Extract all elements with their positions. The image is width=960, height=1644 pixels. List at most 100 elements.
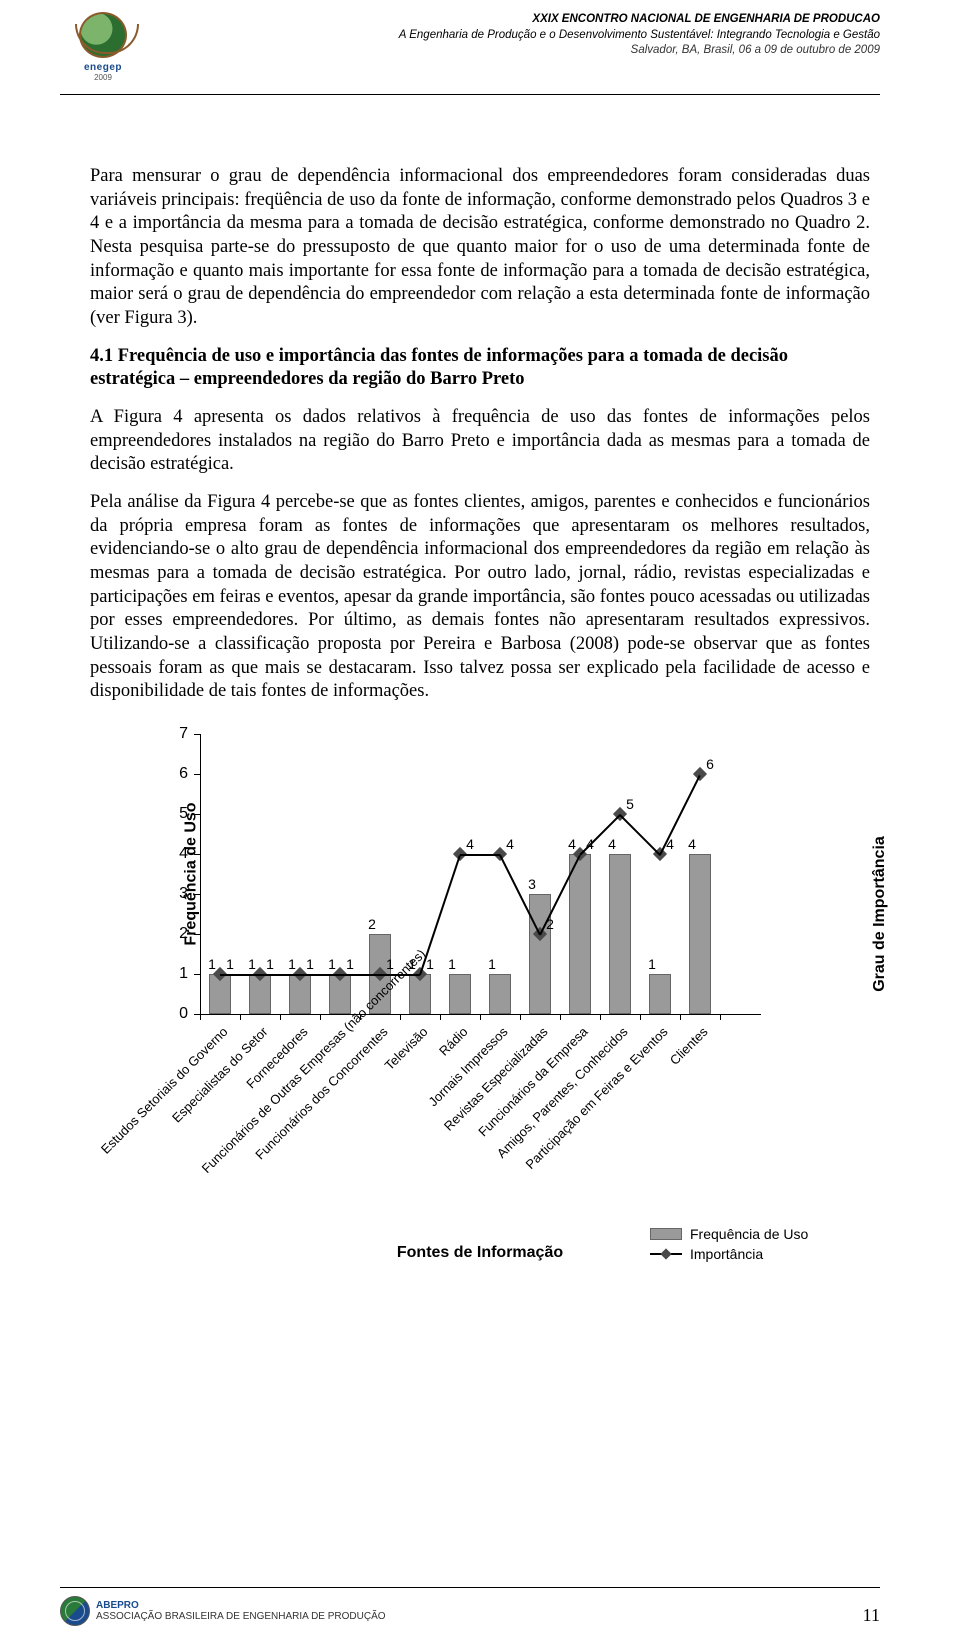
marker-value-label: 1: [346, 956, 354, 972]
y-tick-label: 1: [160, 965, 188, 983]
footer-separator: [60, 1587, 880, 1588]
x-tick: [520, 1014, 521, 1020]
bar-value-label: 1: [248, 956, 256, 972]
bar-value-label: 4: [688, 836, 696, 852]
y-tick: [194, 974, 200, 975]
chart-bar: [569, 854, 591, 1014]
x-tick: [640, 1014, 641, 1020]
chart-line-segment: [460, 854, 500, 856]
bar-value-label: 1: [328, 956, 336, 972]
figure-4-chart: Frequência de Uso Grau de Importância 11…: [90, 734, 870, 1294]
y-tick: [194, 934, 200, 935]
y-tick-label: 5: [160, 805, 188, 823]
y-tick: [194, 854, 200, 855]
header-line-1: XXIX ENCONTRO NACIONAL DE ENGENHARIA DE …: [158, 12, 880, 28]
category-label: Revistas Especializadas: [399, 1024, 551, 1176]
x-tick: [480, 1014, 481, 1020]
x-tick: [400, 1014, 401, 1020]
x-tick: [680, 1014, 681, 1020]
marker-value-label: 1: [426, 956, 434, 972]
y-axis-line: [200, 734, 201, 1015]
legend-bar-label: Frequência de Uso: [690, 1226, 808, 1242]
marker-value-label: 1: [266, 956, 274, 972]
chart-bar: [649, 974, 671, 1014]
body-content: Para mensurar o grau de dependência info…: [0, 95, 960, 1294]
paragraph-3: Pela análise da Figura 4 percebe-se que …: [90, 491, 870, 704]
bar-value-label: 4: [568, 836, 576, 852]
header-text-block: XXIX ENCONTRO NACIONAL DE ENGENHARIA DE …: [158, 12, 880, 59]
legend-line-label: Importância: [690, 1246, 763, 1262]
category-label: Especialistas do Setor: [119, 1024, 271, 1176]
marker-value-label: 1: [226, 956, 234, 972]
category-label: Funcionários de Outras Empresas (não con…: [199, 1024, 351, 1176]
footer-org-bottom: ASSOCIAÇÃO BRASILEIRA DE ENGENHARIA DE P…: [96, 1611, 386, 1622]
header-line-3: Salvador, BA, Brasil, 06 a 09 de outubro…: [158, 43, 880, 59]
conference-logo: enegep 2009: [60, 12, 146, 82]
category-label: Participação em Feiras e Eventos: [519, 1024, 671, 1176]
footer-org-text: ABEPRO ASSOCIAÇÃO BRASILEIRA DE ENGENHAR…: [96, 1600, 386, 1622]
footer-org-top: ABEPRO: [96, 1600, 139, 1611]
paragraph-1: Para mensurar o grau de dependência info…: [90, 165, 870, 331]
category-label: Rádio: [319, 1024, 471, 1176]
logo-label: enegep: [84, 62, 122, 73]
category-label: Estudos Setoriais do Governo: [79, 1024, 231, 1176]
x-tick: [600, 1014, 601, 1020]
page-footer: ABEPRO ASSOCIAÇÃO BRASILEIRA DE ENGENHAR…: [0, 1596, 960, 1626]
y-tick-label: 3: [160, 885, 188, 903]
chart-line-segment: [340, 974, 380, 976]
y-tick: [194, 734, 200, 735]
bar-value-label: 1: [648, 956, 656, 972]
paragraph-2: A Figura 4 apresenta os dados relativos …: [90, 406, 870, 477]
marker-value-label: 4: [506, 836, 514, 852]
bar-value-label: 2: [368, 916, 376, 932]
bar-value-label: 1: [488, 956, 496, 972]
x-tick: [240, 1014, 241, 1020]
y-tick: [194, 774, 200, 775]
x-tick: [720, 1014, 721, 1020]
section-heading-4-1: 4.1 Frequência de uso e importância das …: [90, 345, 870, 392]
category-label: Jornais Impressos: [359, 1024, 511, 1176]
marker-value-label: 4: [466, 836, 474, 852]
chart-line-segment: [300, 974, 340, 976]
footer-globe-icon: [60, 1596, 90, 1626]
page-header: enegep 2009 XXIX ENCONTRO NACIONAL DE EN…: [0, 0, 960, 88]
page-number: 11: [863, 1605, 880, 1626]
y-tick: [194, 894, 200, 895]
bar-value-label: 1: [288, 956, 296, 972]
logo-year: 2009: [94, 73, 112, 82]
category-label: Fornecedores: [159, 1024, 311, 1176]
chart-bar: [609, 854, 631, 1014]
y-tick-label: 7: [160, 725, 188, 743]
header-line-2: A Engenharia de Produção e o Desenvolvim…: [158, 28, 880, 44]
y-tick-label: 0: [160, 1005, 188, 1023]
chart-legend: Frequência de Uso Importância: [650, 1226, 808, 1266]
chart-plot-area: 11111111211114143244451446: [200, 734, 760, 1014]
legend-line-swatch: [650, 1253, 682, 1255]
chart-line-segment: [619, 814, 660, 855]
bar-value-label: 1: [448, 956, 456, 972]
bar-value-label: 4: [608, 836, 616, 852]
y-tick-label: 6: [160, 765, 188, 783]
bar-value-label: 1: [208, 956, 216, 972]
category-label: Clientes: [559, 1024, 711, 1176]
footer-logo: ABEPRO ASSOCIAÇÃO BRASILEIRA DE ENGENHAR…: [60, 1596, 386, 1626]
legend-row-bar: Frequência de Uso: [650, 1226, 808, 1242]
x-tick: [560, 1014, 561, 1020]
legend-row-line: Importância: [650, 1246, 808, 1262]
x-tick: [280, 1014, 281, 1020]
x-tick: [200, 1014, 201, 1020]
marker-value-label: 6: [706, 756, 714, 772]
category-label: Funcionários da Empresa: [439, 1024, 591, 1176]
category-label: Amigos, Parentes, Conhecidos: [479, 1024, 631, 1176]
x-tick: [320, 1014, 321, 1020]
chart-bar: [489, 974, 511, 1014]
y-axis-title-right: Grau de Importância: [871, 836, 889, 992]
legend-bar-swatch: [650, 1228, 682, 1240]
y-tick: [194, 814, 200, 815]
chart-bar: [449, 974, 471, 1014]
x-tick: [440, 1014, 441, 1020]
bar-value-label: 3: [528, 876, 536, 892]
category-label: Funcionários dos Concorrentes: [239, 1024, 391, 1176]
chart-bar: [529, 894, 551, 1014]
chart-bar: [689, 854, 711, 1014]
